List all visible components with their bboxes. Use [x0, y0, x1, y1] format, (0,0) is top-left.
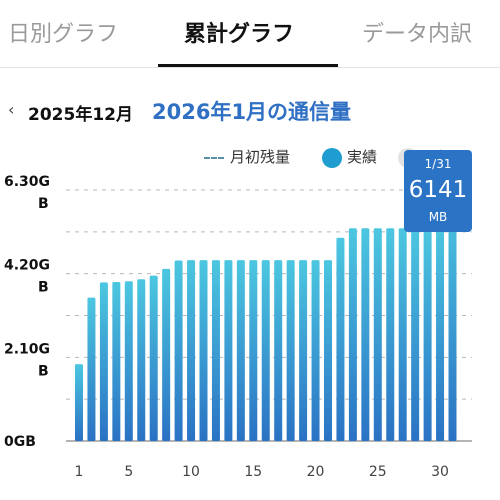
bar-day-19[interactable] [299, 260, 308, 441]
active-tab-indicator [158, 64, 338, 67]
legend-actual-dot-icon[interactable] [322, 148, 342, 168]
bar-day-11[interactable] [199, 260, 208, 441]
bar-day-14[interactable] [236, 260, 245, 441]
y-tick-label: 4.20G [4, 258, 50, 274]
legend-label-actual: 実績 [347, 148, 378, 166]
bar-day-7[interactable] [149, 275, 158, 441]
chevron-left-icon[interactable]: ‹ [8, 100, 15, 119]
bar-day-12[interactable] [211, 260, 220, 441]
bar-day-25[interactable] [373, 228, 382, 441]
bar-day-31[interactable] [448, 196, 457, 441]
bar-day-9[interactable] [174, 260, 183, 441]
y-axis-labels: 0GB 2.10G B 4.20G B 6.30G B [4, 174, 50, 450]
bar-day-30[interactable] [436, 228, 445, 441]
bar-day-13[interactable] [224, 260, 233, 441]
tooltip-unit: MB [428, 210, 448, 224]
tab-bar: 日別グラフ 累計グラフ データ内訳 [0, 0, 500, 68]
bar-day-23[interactable] [348, 228, 357, 441]
bar-day-5[interactable] [124, 281, 133, 441]
bar-day-10[interactable] [187, 260, 196, 441]
bar-day-16[interactable] [261, 260, 270, 441]
bar-day-26[interactable] [386, 228, 395, 441]
bar-day-17[interactable] [274, 260, 283, 441]
bar-day-18[interactable] [286, 260, 295, 441]
x-tick-label: 25 [369, 464, 387, 480]
x-tick-label: 1 [75, 464, 84, 480]
bar-day-21[interactable] [324, 260, 332, 441]
tab-daily-graph[interactable]: 日別グラフ [8, 22, 119, 47]
legend-label-start-remaining: 月初残量 [230, 148, 291, 166]
bar-day-6[interactable] [137, 279, 146, 441]
x-tick-label: 20 [307, 464, 325, 480]
bar-day-1[interactable] [75, 364, 83, 441]
tooltip-value: 6141 [408, 177, 468, 203]
tab-data-breakdown[interactable]: データ内訳 [362, 22, 473, 47]
y-tick-label: B [38, 196, 49, 212]
y-tick-label: 0GB [4, 434, 36, 450]
x-tick-label: 10 [182, 464, 200, 480]
x-tick-label: 15 [244, 464, 262, 480]
bar-day-28[interactable] [411, 228, 420, 441]
y-tick-label: B [38, 280, 49, 296]
bar-day-22[interactable] [336, 237, 345, 441]
previous-month-link[interactable]: 2025年12月 [28, 105, 133, 125]
x-tick-label: 5 [124, 464, 133, 480]
bar-day-4[interactable] [112, 282, 121, 441]
bar-tooltip: 1/31 6141 MB [404, 150, 472, 232]
tab-cumulative-graph[interactable]: 累計グラフ [184, 22, 295, 47]
legend-dashed-line-icon [204, 157, 224, 159]
y-tick-label: 2.10G [4, 341, 50, 357]
bar-day-29[interactable] [423, 228, 432, 441]
x-axis-labels: 1 5 10 15 20 25 30 [75, 464, 449, 480]
y-tick-label: 6.30G [4, 174, 50, 190]
x-tick-label: 30 [431, 464, 449, 480]
current-month-title: 2026年1月の通信量 [152, 100, 352, 124]
bar-day-27[interactable] [398, 228, 407, 441]
bar-day-8[interactable] [162, 268, 171, 441]
y-tick-label: B [38, 363, 49, 379]
bar-day-2[interactable] [87, 297, 96, 441]
bar-day-3[interactable] [99, 282, 108, 441]
bar-day-20[interactable] [311, 260, 320, 441]
bar-day-15[interactable] [249, 260, 258, 441]
bar-day-24[interactable] [361, 228, 370, 441]
chart-bars [75, 196, 457, 441]
tooltip-date: 1/31 [424, 157, 452, 171]
